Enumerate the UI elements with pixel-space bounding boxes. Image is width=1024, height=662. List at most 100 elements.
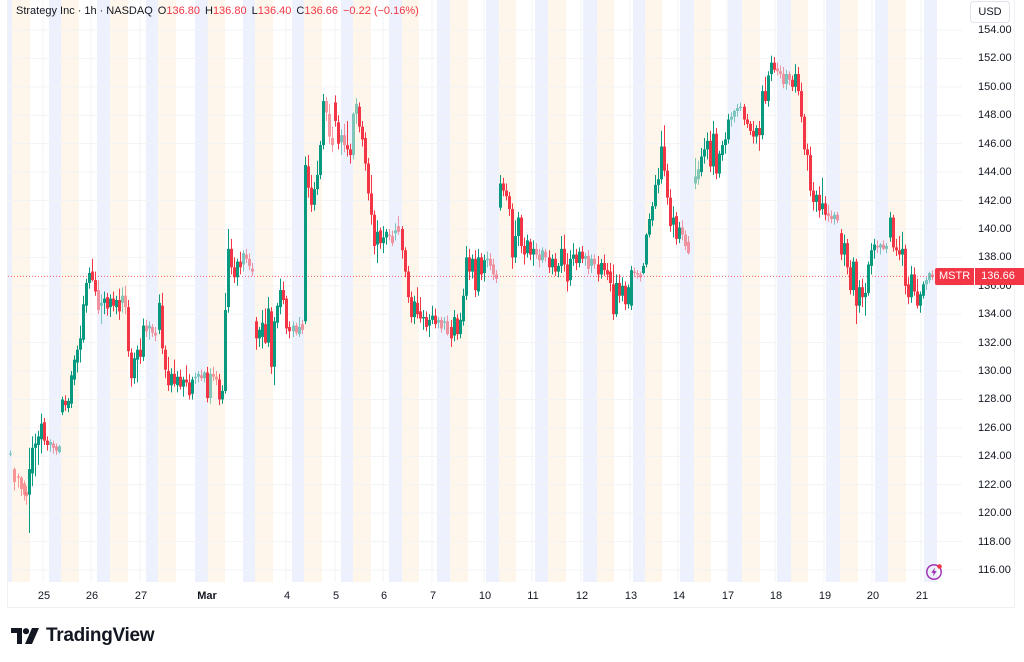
open-label: O: [157, 5, 167, 17]
candle: [587, 250, 590, 275]
candle: [279, 278, 282, 315]
post-market-band: [888, 0, 906, 582]
candle: [624, 281, 627, 310]
pre-market-band: [826, 0, 840, 582]
candle: [136, 345, 139, 383]
candle: [251, 263, 254, 276]
candle: [794, 64, 797, 93]
candle: [815, 190, 818, 212]
candle: [672, 206, 675, 238]
candle: [830, 210, 833, 224]
low-value: L136.40: [252, 5, 292, 17]
candle: [64, 395, 67, 411]
candle: [736, 103, 739, 117]
chart-frame: [7, 0, 1015, 608]
candle: [724, 132, 727, 154]
candle: [456, 314, 459, 340]
candle: [755, 125, 758, 144]
price-tick-label: 120.00: [978, 507, 1012, 520]
candle: [919, 291, 922, 313]
candle: [434, 308, 437, 329]
candle: [873, 238, 876, 259]
candle: [739, 102, 742, 111]
candle: [55, 443, 58, 455]
candle: [645, 233, 648, 268]
pre-market-band: [633, 0, 645, 582]
time-tick-label: 27: [134, 590, 148, 602]
candle: [264, 308, 267, 345]
price-tick-label: 116.00: [978, 564, 1011, 576]
candle: [13, 467, 16, 491]
currency-button[interactable]: USD: [970, 1, 1010, 23]
candle: [328, 103, 331, 144]
candle: [684, 230, 687, 251]
candle: [548, 250, 551, 273]
price-tick-label: 154.00: [978, 24, 1012, 36]
candle: [712, 120, 715, 175]
candle: [898, 236, 901, 261]
candle: [669, 189, 672, 232]
candle: [20, 476, 23, 497]
candle: [746, 113, 749, 129]
post-market-band: [402, 0, 419, 582]
high-value: H136.80: [205, 5, 247, 17]
candle: [161, 292, 164, 354]
candle: [474, 250, 477, 298]
time-tick-label: 11: [527, 590, 539, 602]
time-tick-label: 13: [624, 590, 638, 602]
pre-market-band: [728, 0, 742, 582]
candle: [800, 82, 803, 123]
candle: [502, 177, 505, 197]
candle: [612, 264, 615, 320]
candle: [758, 120, 761, 151]
candle: [221, 385, 224, 404]
candle: [892, 214, 895, 252]
change-percent: (−0.16%): [373, 5, 419, 17]
candle: [806, 143, 809, 171]
candle: [100, 294, 103, 325]
candle: [331, 126, 334, 153]
candle: [9, 450, 12, 457]
candle: [352, 112, 355, 160]
candle: [212, 366, 215, 381]
candle: [560, 236, 563, 273]
candle: [928, 271, 931, 283]
candle: [663, 125, 666, 177]
lightning-alert-icon[interactable]: [925, 563, 943, 581]
post-market-band: [61, 0, 79, 582]
candle: [870, 243, 873, 275]
close-number: 136.66: [304, 5, 338, 17]
candle: [483, 254, 486, 282]
candle: [861, 278, 864, 308]
price-tick-label: 134.00: [978, 308, 1012, 321]
candle: [367, 157, 370, 201]
candle: [67, 398, 70, 413]
candle: [697, 160, 700, 185]
candle: [603, 254, 606, 276]
candle: [388, 228, 391, 241]
candle: [450, 319, 453, 347]
candle: [752, 120, 755, 144]
candle: [535, 243, 538, 259]
time-tick-label: 21: [915, 590, 929, 602]
high-label: H: [204, 5, 213, 17]
candle: [298, 317, 301, 337]
low-number: 136.40: [257, 5, 292, 17]
candle: [523, 237, 526, 265]
pre-market-band: [924, 0, 937, 582]
candle: [319, 140, 322, 180]
candle: [477, 248, 480, 296]
candle: [425, 311, 428, 332]
candle: [514, 220, 517, 264]
candle: [103, 291, 106, 315]
tradingview-logo[interactable]: TradingView: [11, 625, 155, 647]
candle: [557, 263, 560, 278]
candle: [130, 348, 133, 387]
candle: [538, 248, 541, 268]
candle: [91, 258, 94, 282]
candle: [578, 247, 581, 268]
symbol-name[interactable]: Strategy Inc: [16, 5, 75, 17]
candle: [703, 138, 706, 164]
candle: [694, 157, 697, 190]
